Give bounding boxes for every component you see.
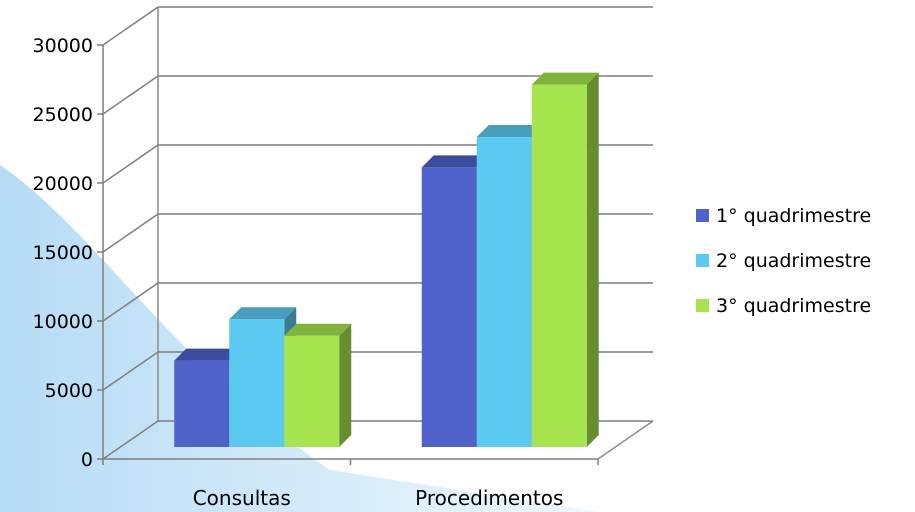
legend-label: 2° quadrimestre xyxy=(716,250,871,272)
gridline-side xyxy=(102,75,159,115)
y-tick-label: 10000 xyxy=(33,311,93,333)
gridline-side xyxy=(102,6,159,46)
y-tick-label: 0 xyxy=(81,449,93,471)
legend-label: 3° quadrimestre xyxy=(716,295,871,317)
category-labels: Consultas Procedimentos xyxy=(193,486,564,510)
bar-front xyxy=(476,137,532,448)
axes xyxy=(97,44,599,465)
bar-front xyxy=(531,84,587,447)
y-tick-label: 5000 xyxy=(45,380,93,402)
category-label: Consultas xyxy=(193,486,291,510)
gridline-side xyxy=(102,213,159,253)
legend-swatch xyxy=(696,254,709,267)
legend-swatch xyxy=(696,209,709,222)
legend-swatch xyxy=(696,299,709,312)
gridline-side xyxy=(102,351,159,391)
bar-top xyxy=(229,307,297,320)
gridline-side xyxy=(102,282,159,322)
y-tick-label: 20000 xyxy=(33,173,93,195)
category-label: Procedimentos xyxy=(415,486,563,510)
bars xyxy=(174,72,599,448)
bar-front xyxy=(284,335,340,447)
bar xyxy=(531,72,599,447)
bar-front xyxy=(174,360,230,447)
legend-label: 1° quadrimestre xyxy=(716,205,871,227)
legend: 1° quadrimestre 2° quadrimestre 3° quadrim… xyxy=(696,205,871,317)
y-tick-label: 30000 xyxy=(33,35,93,57)
bar-top xyxy=(476,125,544,138)
bar-side xyxy=(339,323,352,447)
bar xyxy=(284,323,352,447)
legend-item: 2° quadrimestre xyxy=(696,250,871,272)
y-tick-label: 15000 xyxy=(33,242,93,264)
y-tick-labels: 0 5000 10000 15000 20000 25000 30000 xyxy=(33,35,93,471)
bar-front xyxy=(229,319,285,447)
y-tick-label: 25000 xyxy=(33,104,93,126)
bar-front xyxy=(421,167,477,447)
gridline-side xyxy=(102,144,159,184)
bar-side xyxy=(586,72,599,447)
gridline-side xyxy=(102,420,159,460)
bar-top xyxy=(531,72,599,85)
legend-item: 3° quadrimestre xyxy=(696,295,871,317)
legend-item: 1° quadrimestre xyxy=(696,205,871,227)
bar-top xyxy=(421,155,489,168)
bar-top xyxy=(174,348,242,361)
floor-right-edge xyxy=(597,420,654,460)
bar-top xyxy=(284,323,352,336)
background-swoosh xyxy=(0,165,600,512)
